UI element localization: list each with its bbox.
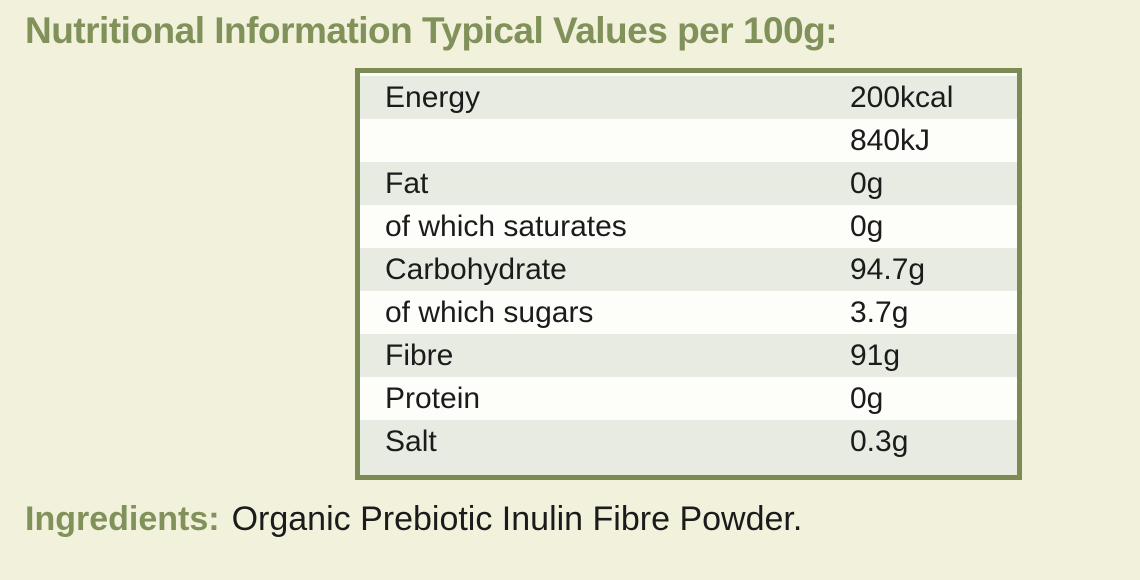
nutrient-label: of which saturates	[385, 210, 627, 243]
nutrient-value: 0g	[850, 167, 884, 200]
nutrient-value: 91g	[850, 339, 901, 372]
table-row-protein: Protein 0g	[360, 377, 1017, 420]
nutrient-value: 94.7g	[850, 253, 926, 286]
nutrient-label: Fibre	[385, 339, 454, 372]
table-row-salt: Salt 0.3g	[360, 420, 1017, 463]
nutrient-value: 0.3g	[850, 425, 909, 458]
nutrient-value: 200kcal	[850, 81, 954, 114]
table-row-energy: Energy 200kcal	[360, 76, 1017, 119]
nutrient-value: 0g	[850, 382, 884, 415]
nutrient-value: 3.7g	[850, 296, 909, 329]
ingredients-label: Ingredients:	[25, 500, 220, 538]
nutrient-label: Fat	[385, 167, 429, 200]
ingredients-line: Ingredients: Organic Prebiotic Inulin Fib…	[25, 500, 802, 539]
nutrient-label: of which sugars	[385, 296, 594, 329]
nutrient-label: Carbohydrate	[385, 253, 567, 286]
nutrition-table: Energy 200kcal 840kJ Fat 0g of which sat…	[355, 68, 1022, 480]
table-bottom-filler	[360, 463, 1017, 475]
table-row-saturates: of which saturates 0g	[360, 205, 1017, 248]
table-row-energy-kj: 840kJ	[360, 119, 1017, 162]
table-row-fibre: Fibre 91g	[360, 334, 1017, 377]
nutrient-label: Energy	[385, 81, 481, 114]
table-row-sugars: of which sugars 3.7g	[360, 291, 1017, 334]
ingredients-value: Organic Prebiotic Inulin Fibre Powder.	[231, 500, 803, 538]
page-title: Nutritional Information Typical Values p…	[25, 10, 838, 51]
nutrient-label: Salt	[385, 425, 437, 458]
nutrient-value: 840kJ	[850, 124, 931, 157]
nutrient-value: 0g	[850, 210, 884, 243]
nutrient-label: Protein	[385, 382, 481, 415]
table-row-fat: Fat 0g	[360, 162, 1017, 205]
table-row-carbohydrate: Carbohydrate 94.7g	[360, 248, 1017, 291]
